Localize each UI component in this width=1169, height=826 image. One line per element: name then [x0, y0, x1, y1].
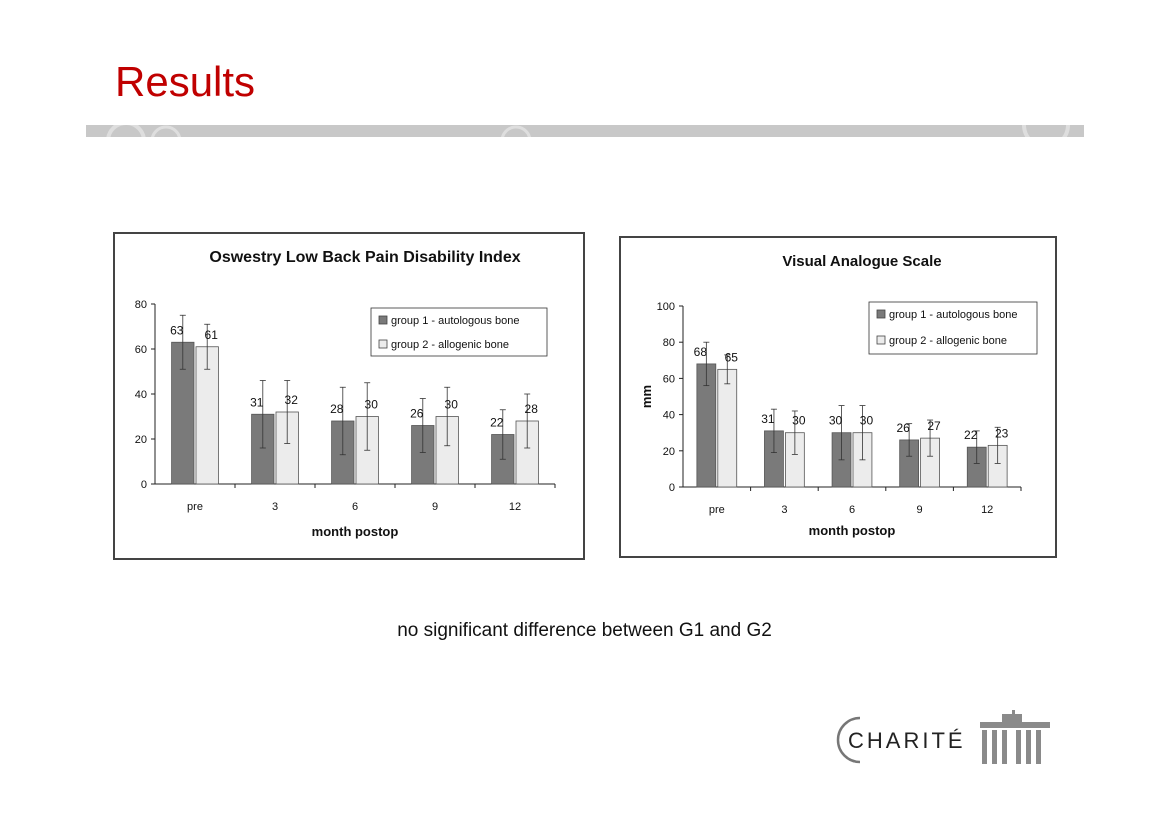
y-tick-label: 80 — [663, 337, 675, 349]
data-label: 63 — [170, 323, 184, 337]
legend-swatch — [378, 339, 388, 349]
legend-swatch — [876, 335, 886, 345]
legend-box — [370, 307, 548, 357]
x-tick-label: 6 — [352, 501, 358, 513]
divider-decoration — [106, 125, 1070, 137]
y-tick-label: 40 — [135, 389, 147, 401]
logo-text: CHARITÉ — [848, 728, 966, 753]
y-tick-label: 100 — [657, 301, 675, 313]
data-label: 30 — [829, 414, 843, 428]
x-axis-label: month postop — [809, 523, 896, 538]
title-divider-bar — [86, 125, 1084, 137]
slide-caption: no significant difference between G1 and… — [397, 620, 772, 641]
x-tick-label: 12 — [981, 504, 993, 516]
x-tick-label: pre — [187, 501, 203, 513]
data-label: 30 — [365, 398, 379, 412]
y-axis-label: mm — [639, 385, 654, 408]
data-label: 26 — [410, 407, 424, 421]
x-tick-label: pre — [709, 504, 725, 516]
y-tick-label: 0 — [669, 482, 675, 494]
data-label: 26 — [896, 421, 910, 435]
data-label: 68 — [694, 345, 708, 359]
chart-title: Visual Analogue Scale — [782, 253, 941, 270]
vas-chart: Visual Analogue Scale 0 20 40 60 80 100 pre 68 65… — [619, 236, 1057, 558]
x-axis-label: month postop — [312, 524, 399, 539]
x-tick-label: 9 — [917, 504, 923, 516]
data-label: 30 — [792, 414, 806, 428]
legend-box — [868, 301, 1038, 355]
y-tick-label: 0 — [141, 479, 147, 491]
data-label: 31 — [250, 395, 264, 409]
x-tick-label: 3 — [781, 504, 787, 516]
x-tick-label: 12 — [509, 501, 521, 513]
data-label: 27 — [927, 419, 941, 433]
data-label: 61 — [205, 328, 219, 342]
legend-swatch — [876, 309, 886, 319]
data-label: 30 — [860, 414, 874, 428]
x-tick-label: 6 — [849, 504, 855, 516]
legend-entry: group 1 - autologous bone — [391, 315, 519, 327]
data-label: 31 — [761, 412, 775, 426]
y-tick-label: 20 — [135, 434, 147, 446]
x-tick-label: 9 — [432, 501, 438, 513]
oswestry-chart: Oswestry Low Back Pain Disability Index 0… — [113, 232, 585, 560]
x-tick-label: 3 — [272, 501, 278, 513]
legend-entry: group 2 - allogenic bone — [889, 335, 1007, 347]
vas-chart-svg: Visual Analogue Scale 0 20 40 60 80 100 pre 68 65… — [639, 253, 1038, 538]
data-label: 28 — [525, 402, 539, 416]
charite-logo-graphic — [836, 710, 1050, 764]
data-label: 30 — [445, 398, 459, 412]
data-label: 32 — [285, 393, 299, 407]
y-tick-label: 80 — [135, 299, 147, 311]
chart-title: Oswestry Low Back Pain Disability Index — [209, 249, 520, 266]
charite-logo: CHARITÉ — [830, 708, 1050, 768]
data-label: 22 — [490, 416, 504, 430]
y-tick-label: 40 — [663, 410, 675, 422]
legend-entry: group 1 - autologous bone — [889, 309, 1017, 321]
data-label: 22 — [964, 428, 978, 442]
y-tick-label: 60 — [135, 344, 147, 356]
data-label: 28 — [330, 402, 344, 416]
data-label: 23 — [995, 426, 1009, 440]
oswestry-chart-svg: Oswestry Low Back Pain Disability Index 0… — [135, 249, 556, 539]
bar — [717, 368, 738, 488]
y-tick-label: 20 — [663, 446, 675, 458]
data-label: 65 — [725, 350, 739, 364]
slide-title: Results — [115, 58, 256, 105]
legend-swatch — [378, 315, 388, 325]
legend-entry: group 2 - allogenic bone — [391, 339, 509, 351]
y-tick-label: 60 — [663, 373, 675, 385]
